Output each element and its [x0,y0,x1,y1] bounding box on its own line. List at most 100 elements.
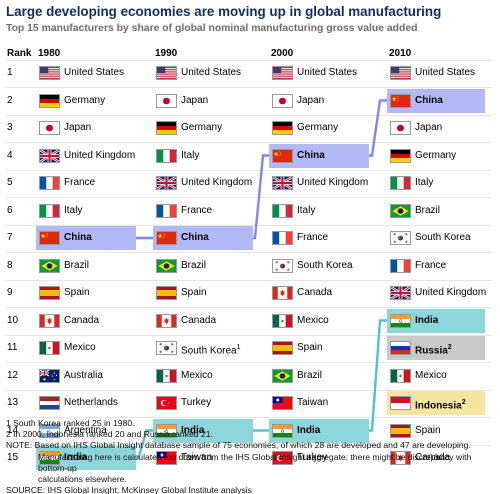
country-name: Italy [297,204,316,216]
country-name: China [181,232,209,243]
country-cell-2000-rank-5: United Kingdom [269,171,368,195]
country-cell-2010-rank-15: Canada [387,446,481,470]
country-name: France [64,177,96,188]
country-name: Spain [297,342,323,353]
country-name: Japan [64,122,92,133]
country-name: Turkey [181,397,212,408]
flag-mx-icon [390,368,411,383]
flag-cn-icon [272,148,293,163]
country-cell-2010-rank-14: Spain [387,419,481,443]
flag-fr-icon [390,258,411,273]
connector-china [369,99,387,157]
country-cell-2000-rank-11: Spain [269,336,365,360]
row-divider [6,142,491,143]
row-divider [6,224,491,226]
flag-de-icon [272,121,293,135]
country-name: Italy [181,149,200,161]
flag-us-icon [272,66,293,80]
country-name: Mexico [297,314,329,326]
flag-mx-icon [156,368,177,383]
flag-kr-icon [272,258,293,273]
flag-es-icon [39,286,60,300]
country-cell-1990-rank-4: Italy [153,144,249,168]
flag-jp-icon [272,93,293,108]
flag-br-icon [272,368,293,383]
country-name: Japan [181,94,209,106]
country-name: Germany [297,122,339,133]
flag-br-icon [390,203,411,218]
flag-uk-icon [39,148,60,163]
country-name: Mexico [64,342,96,353]
country-name: France [415,259,447,271]
flag-ca-icon [390,451,411,465]
country-name: Taiwan [181,452,213,463]
country-cell-1980-rank-12: Australia [36,364,132,388]
country-cell-1980-rank-6: Italy [36,199,132,223]
country-cell-2010-rank-3: Japan [387,116,481,140]
country-cell-1990-rank-6: France [153,199,249,223]
country-cell-1980-rank-4: United Kingdom [36,144,135,168]
country-cell-1990-rank-10: Canada [153,309,249,333]
note-line-1: NOTE: Based on IHS Global Insight databa… [6,440,471,451]
country-cell-2010-rank-6: Brazil [387,199,481,223]
year-header-2010: 2010 [389,48,412,59]
flag-de-icon [39,93,60,108]
country-cell-2000-rank-4: China [269,143,369,168]
country-name: South Korea1 [181,344,241,357]
country-name: India [297,424,321,436]
flag-cn-icon [39,231,60,245]
country-name: Japan [415,122,443,133]
row-divider [6,389,491,391]
country-name: Italy [64,204,83,216]
flag-uk-icon [156,176,177,190]
country-cell-2000-rank-1: United States [269,61,365,85]
country-cell-2000-rank-12: Brazil [269,364,365,388]
country-name: India [64,452,88,463]
country-cell-2000-rank-7: France [269,226,365,250]
flag-ca-icon [156,313,177,328]
footnote-1: 1 South Korea ranked 25 in 1980. [6,418,135,428]
year-header-2000: 2000 [271,48,294,59]
flag-in-icon [156,423,177,438]
country-cell-1990-rank-2: Japan [153,89,249,113]
country-cell-1990-rank-13: Turkey [153,391,249,415]
country-cell-1990-rank-1: United States [153,61,249,85]
source-note: SOURCE: IHS Global Insight; McKinsey Glo… [6,485,252,494]
chart-subtitle: Top 15 manufacturers by share of global … [6,23,418,34]
flag-ru-icon [390,341,411,355]
country-name: Spain [181,287,207,298]
country-name: China [297,149,325,161]
row-divider [6,87,491,88]
flag-fr-icon [39,176,60,190]
rank-label: 5 [7,177,13,188]
country-cell-1980-rank-15: India [36,446,136,470]
country-name: Taiwan [297,397,329,408]
country-cell-2010-rank-1: United States [387,61,481,85]
flag-br-icon [156,258,177,273]
flag-in-icon [39,451,60,465]
country-cell-1990-rank-3: Germany [153,116,249,140]
country-name: Argentina [64,424,107,436]
rank-label: 13 [7,397,19,408]
country-name: South Korea [297,259,353,271]
country-cell-1980-rank-11: Mexico [36,336,132,360]
flag-id-icon [390,396,411,410]
flag-kr-icon [156,341,177,355]
rank-label: 7 [7,232,13,243]
country-cell-1990-rank-12: Mexico [153,364,249,388]
country-cell-2000-rank-10: Mexico [269,309,365,333]
rank-label: 9 [7,287,13,298]
connector-india [369,319,387,432]
country-cell-2010-rank-9: United Kingdom [387,281,486,305]
country-name: Germany [181,122,223,133]
country-name: United Kingdom [181,177,253,188]
note-line-3: calculations elsewhere. [38,474,127,485]
flag-tw-icon [272,396,293,410]
row-divider [6,114,491,116]
row-divider [6,307,491,308]
country-cell-2000-rank-6: Italy [269,199,365,223]
flag-tr-icon [272,451,293,465]
country-name: Japan [297,94,325,106]
country-name: Indonesia2 [415,399,466,412]
flag-es-icon [272,341,293,355]
